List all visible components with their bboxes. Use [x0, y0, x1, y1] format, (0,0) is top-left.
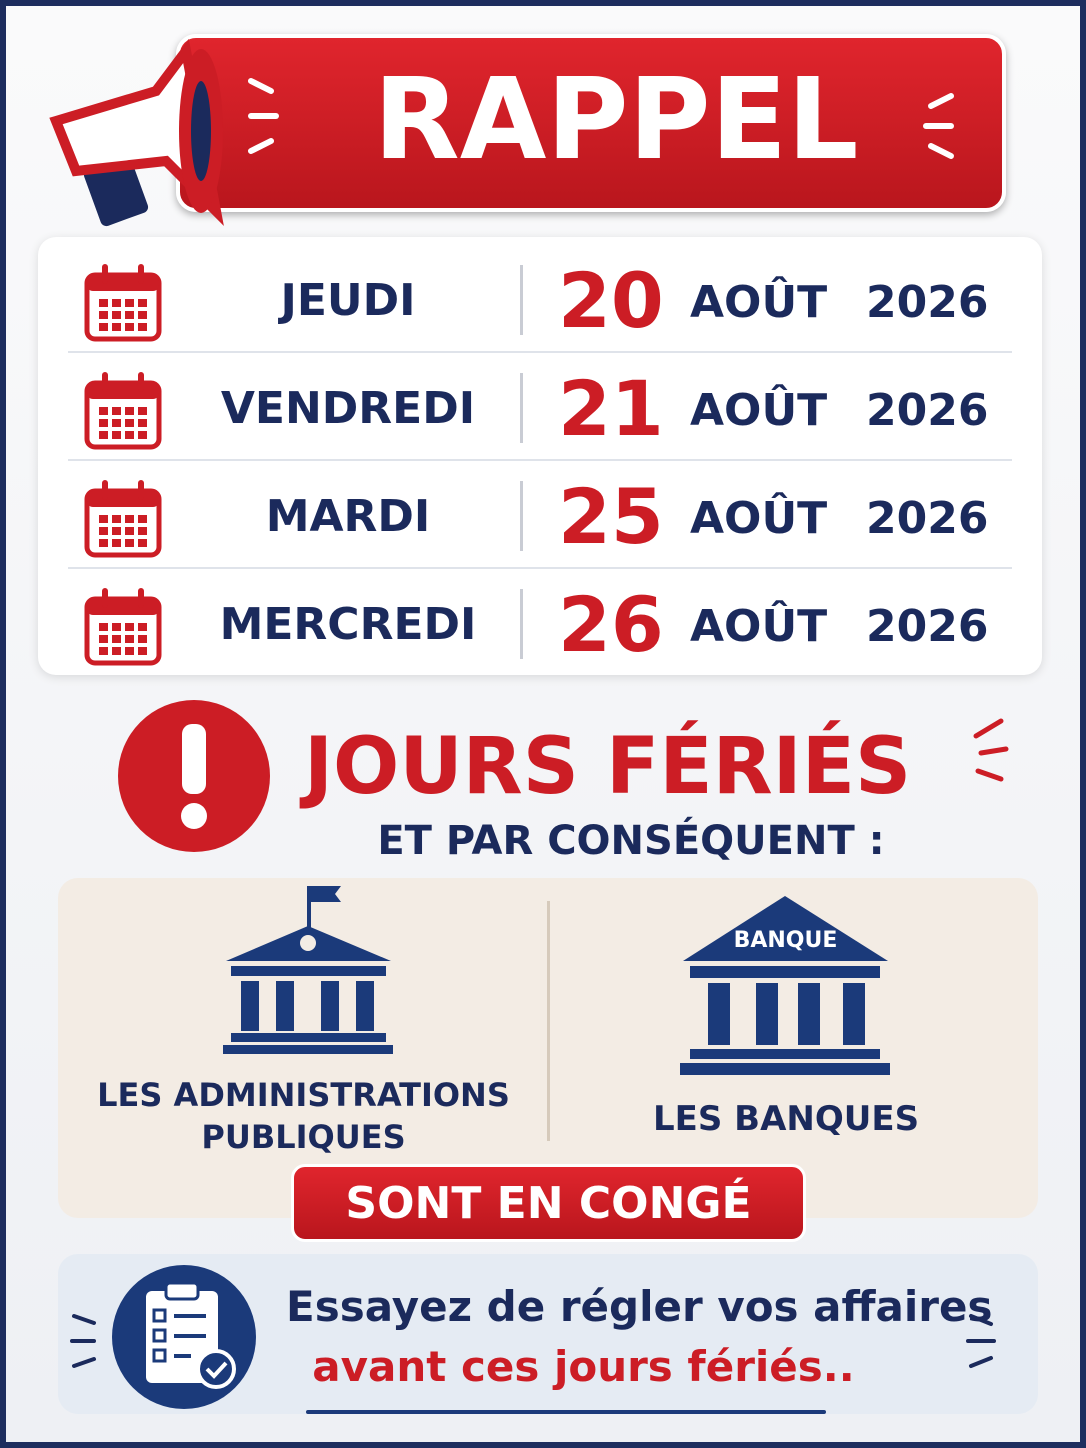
- status-pill: [291, 1164, 806, 1242]
- month: AOÛT: [690, 601, 828, 652]
- day: VENDREDI: [220, 383, 476, 434]
- divider: [547, 901, 550, 1141]
- year: 2026: [866, 493, 989, 544]
- bank-sign: BANQUE: [733, 928, 838, 953]
- sound-lines: [248, 78, 279, 154]
- service-label: LES ADMINISTRATIONS PUBLIQUES: [66, 1074, 541, 1158]
- row-separator: [68, 567, 1012, 569]
- building-icon: [223, 886, 393, 1054]
- divider: [520, 481, 523, 551]
- divider: [520, 373, 523, 443]
- bank-icon: [680, 896, 890, 1075]
- footer-line: Essayez de régler vos affaires: [286, 1282, 993, 1331]
- year: 2026: [866, 385, 989, 436]
- footer-line: avant ces jours fériés..: [312, 1342, 855, 1391]
- month: AOÛT: [690, 277, 828, 328]
- year: 2026: [866, 277, 989, 328]
- calendar-icon: [84, 588, 162, 666]
- alert-icon: [118, 700, 270, 852]
- date: 25: [558, 472, 664, 561]
- status: SONT EN CONGÉ: [345, 1178, 752, 1229]
- month: AOÛT: [690, 385, 828, 436]
- sound-lines: [923, 93, 954, 159]
- calendar-icon: [84, 480, 162, 558]
- divider: [520, 265, 523, 335]
- underline: [306, 1410, 826, 1414]
- date: 21: [558, 364, 664, 453]
- date: 26: [558, 580, 664, 669]
- date-row: MARDI 25 AOÛT 2026: [38, 461, 1042, 569]
- day: MARDI: [265, 491, 431, 542]
- dates-card: JEUDI 20 AOÛT 2026 VENDREDI 21 AOÛT 2026 MARDI 25…: [38, 237, 1042, 675]
- title: RAPPEL: [373, 55, 859, 185]
- megaphone: [49, 38, 224, 227]
- sound-lines: [966, 1314, 996, 1368]
- notice-subtitle: ET PAR CONSÉQUENT :: [377, 818, 885, 864]
- month: AOÛT: [690, 493, 828, 544]
- label-line: PUBLIQUES: [201, 1118, 406, 1156]
- checklist-icon: [70, 1265, 256, 1409]
- calendar-icon: [84, 372, 162, 450]
- banner: [176, 34, 1006, 212]
- date-row: MERCREDI 26 AOÛT 2026: [38, 569, 1042, 677]
- row-separator: [68, 351, 1012, 353]
- date: 20: [558, 256, 664, 345]
- row-separator: [68, 459, 1012, 461]
- sound-lines: [973, 718, 1009, 782]
- year: 2026: [866, 601, 989, 652]
- divider: [520, 589, 523, 659]
- day: JEUDI: [280, 275, 416, 326]
- date-row: JEUDI 20 AOÛT 2026: [38, 245, 1042, 353]
- calendar-icon: [84, 264, 162, 342]
- label-line: LES ADMINISTRATIONS: [97, 1076, 510, 1114]
- day: MERCREDI: [219, 599, 477, 650]
- notice-title: JOURS FÉRIÉS: [304, 722, 912, 812]
- date-row: VENDREDI 21 AOÛT 2026: [38, 353, 1042, 461]
- service-label: LES BANQUES: [652, 1099, 920, 1139]
